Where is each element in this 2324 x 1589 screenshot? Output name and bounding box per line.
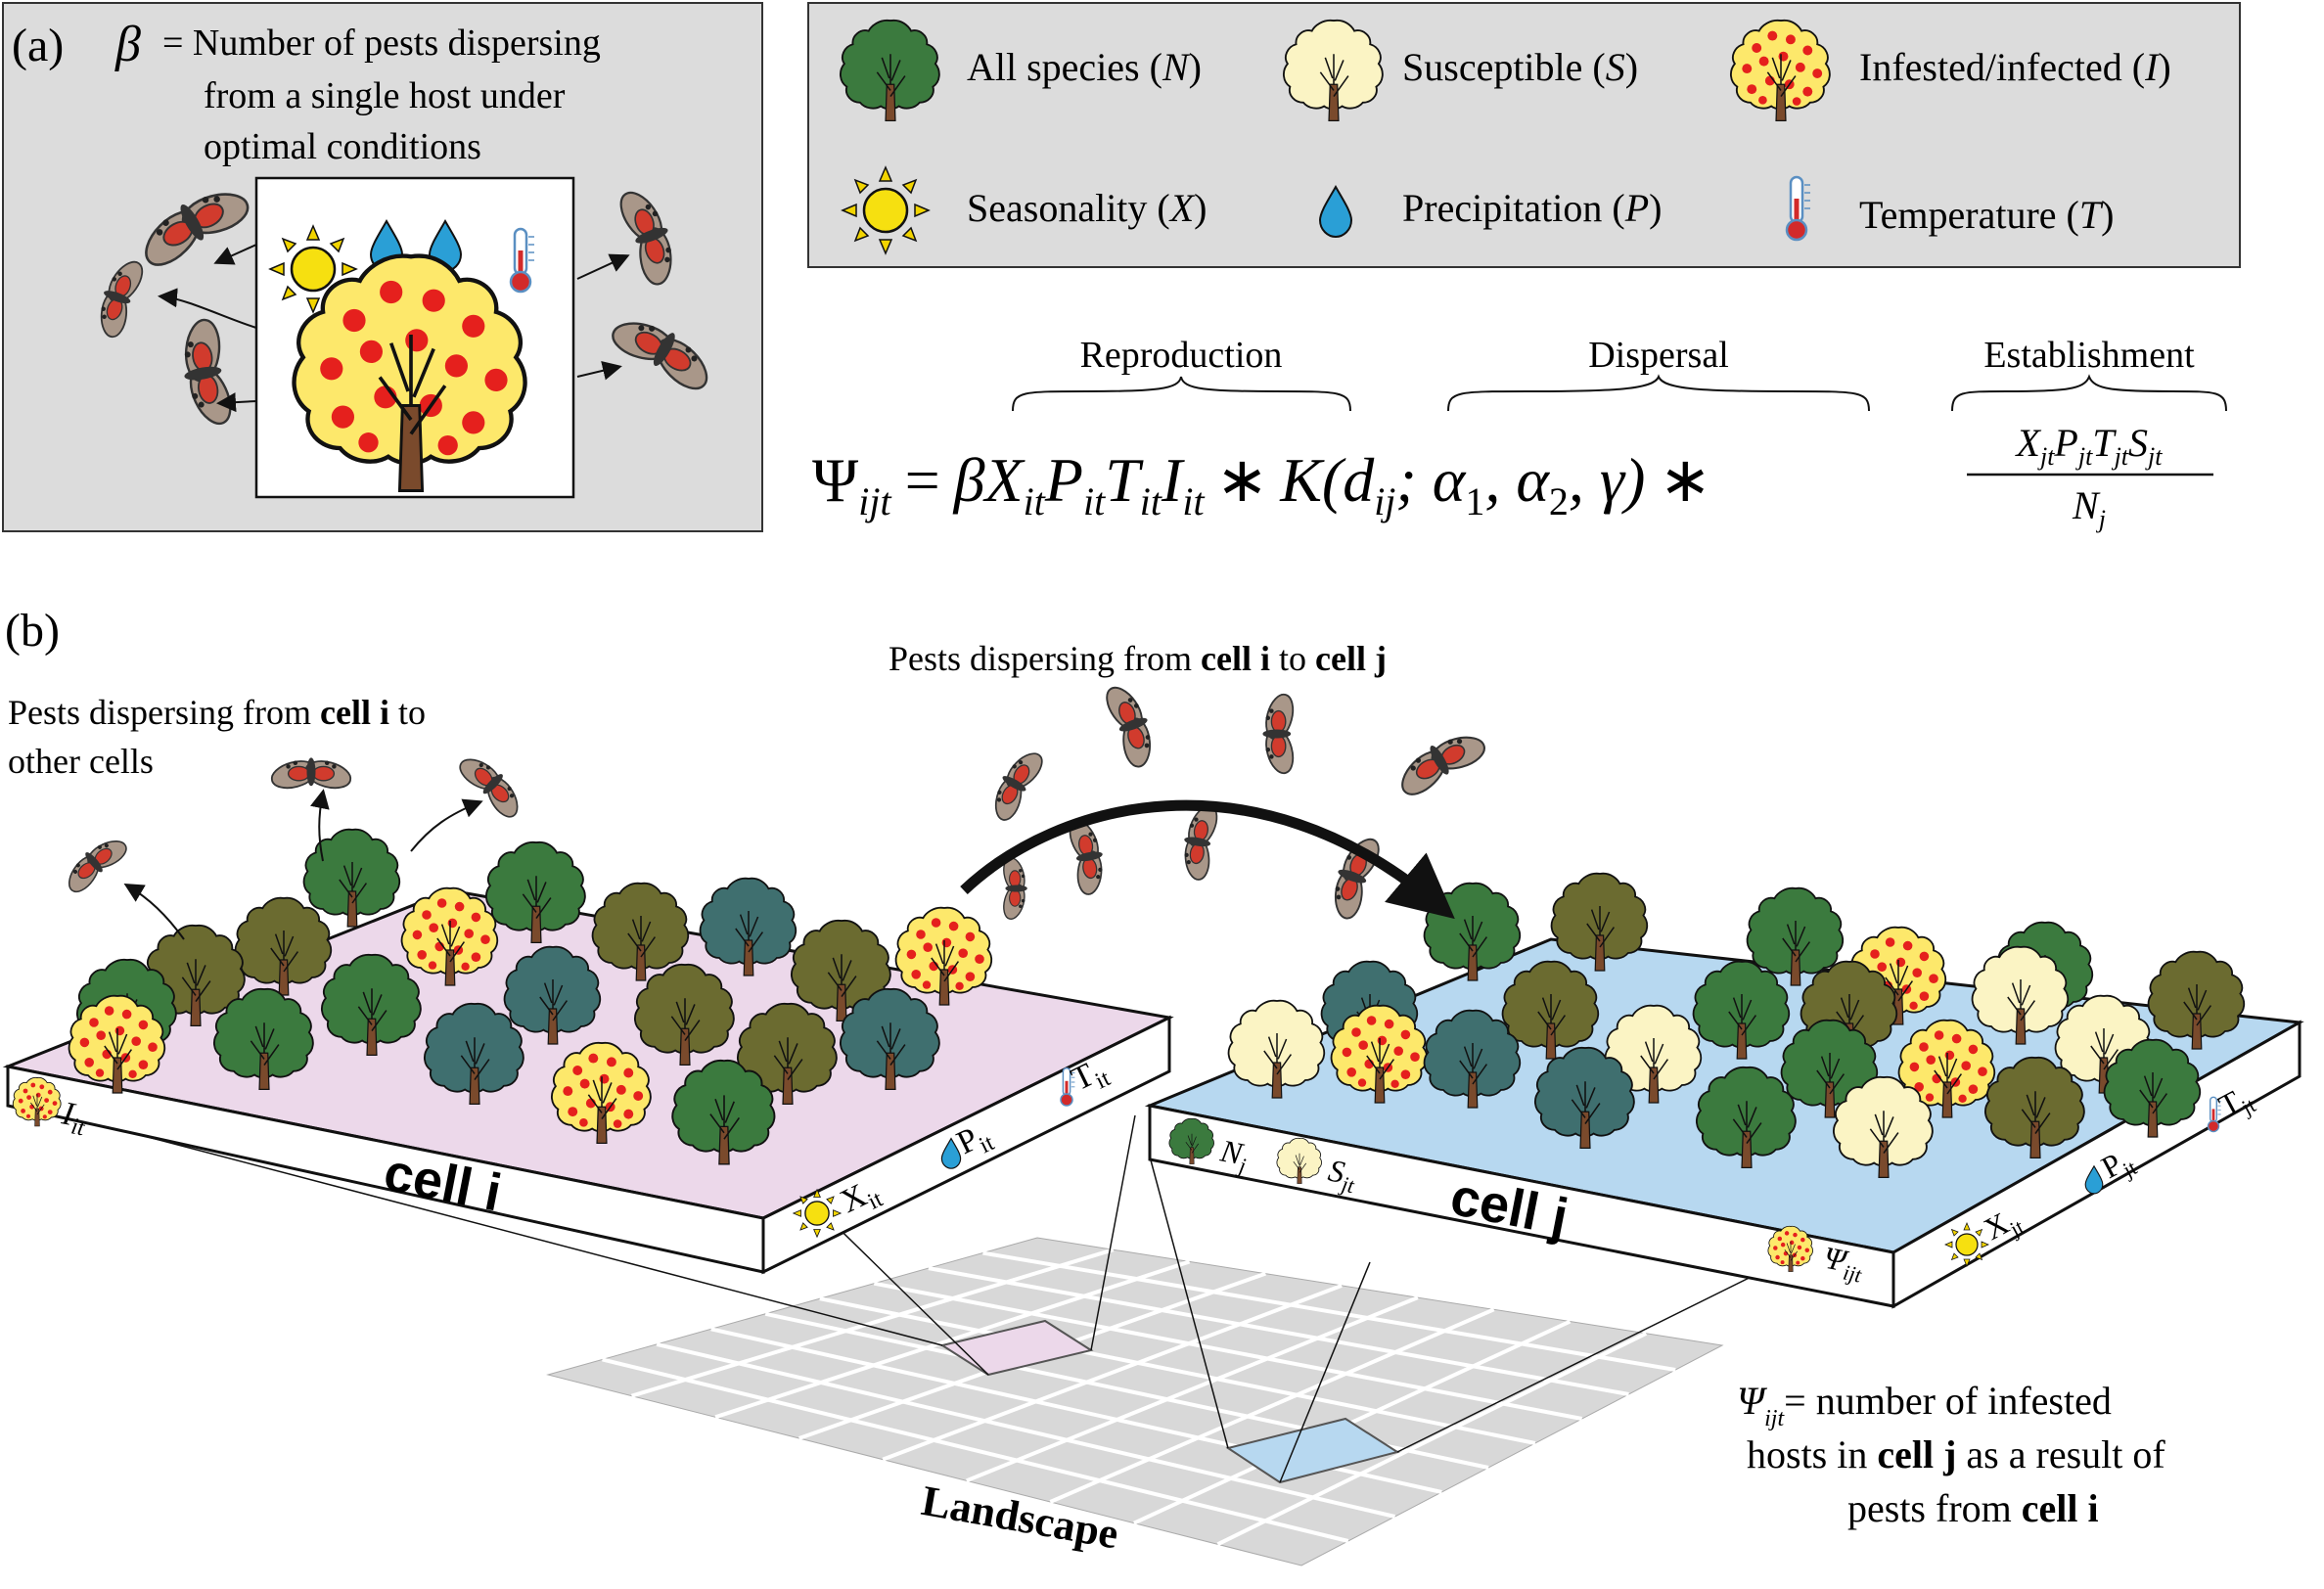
grid-line [819, 1296, 1536, 1445]
legend-susceptible: Susceptible (S) [1402, 45, 1638, 89]
grid-line [602, 1357, 1349, 1543]
equation: Reproduction Dispersal Establishment Ψij… [812, 335, 2227, 533]
legend-seasonality: Seasonality (X) [967, 186, 1208, 230]
panel-b: (b) Pests dispersing from cell i to othe… [2, 605, 2304, 1566]
beta-desc-line1: = Number of pests dispersing [162, 23, 601, 64]
dispersal-arrow-i-to-j [960, 799, 1455, 920]
grid-line [630, 1248, 1115, 1398]
legend-all-species: All species (N) [967, 45, 1202, 89]
pest-moth-icon [980, 741, 1052, 830]
label-establishment: Establishment [1983, 335, 2195, 376]
equation-main: Ψijt = βXitPitTitIit ∗ K(dij; α1, α2, γ) ∗ [812, 445, 1711, 523]
sun-icon [1944, 1222, 1989, 1267]
cell-i-dispersal-arrows [123, 789, 483, 940]
left-dispersal-text: Pests dispersing from cell i to [8, 693, 426, 732]
pest-moth-icon [999, 854, 1029, 923]
equation-braces [1012, 374, 2227, 412]
infested-tree-icon [13, 1077, 61, 1126]
grid-line [882, 1284, 1343, 1462]
legend-infested: Infested/infected (I) [1859, 45, 2171, 89]
grid-line [982, 1250, 1676, 1372]
legend: All species (N) Susceptible (S) Infested… [807, 2, 2241, 268]
sun-icon [793, 1189, 842, 1238]
sun-icon [841, 165, 931, 255]
grid-line [1216, 1331, 1648, 1547]
pest-moth-icon [267, 755, 355, 794]
legend-frame [807, 2, 2241, 268]
pest-moth-icon [1096, 676, 1165, 776]
psi-definition-line1: Ψijt= number of infested [1737, 1379, 2112, 1431]
beta-desc-line3: optimal conditions [204, 126, 481, 167]
psi-definition-line3: pests from cell i [1847, 1486, 2099, 1530]
pest-moth-icon [1260, 690, 1299, 778]
beta-desc-line2: from a single host under [204, 75, 566, 116]
grid-line [928, 1266, 1629, 1396]
pest-moth-icon [1387, 719, 1496, 807]
panel-a-label: (a) [12, 20, 64, 71]
pest-moth-icon [1175, 798, 1225, 885]
psi-definition-line2: hosts in cell j as a result of [1747, 1432, 2165, 1476]
top-dispersal-text: Pests dispersing from cell i to cell j [889, 639, 1387, 678]
legend-temperature: Temperature (T) [1859, 193, 2114, 237]
tree-icon [304, 830, 400, 927]
panel-b-label: (b) [5, 605, 60, 657]
equation-denominator: Nj [2072, 483, 2106, 533]
left-dispersal-text-2: other cells [8, 742, 154, 781]
equation-numerator: XjtPjtTjtSjt [2015, 421, 2164, 471]
label-dispersal: Dispersal [1588, 335, 1729, 376]
panel-a: (a) β = Number of pests dispersing from … [2, 2, 763, 532]
dispersal-arrows [158, 244, 630, 413]
pest-moth-icon [55, 827, 136, 902]
landscape-grid [546, 1237, 1724, 1566]
legend-precipitation: Precipitation (P) [1402, 186, 1662, 230]
grid-line [1049, 1307, 1495, 1504]
label-reproduction: Reproduction [1080, 335, 1283, 376]
grid-line [656, 1341, 1396, 1519]
cell-j-S-label: Sjt [1325, 1153, 1361, 1199]
grid-line [873, 1281, 1583, 1421]
beta-symbol: β [114, 17, 141, 72]
pest-moth-icon [449, 745, 532, 828]
